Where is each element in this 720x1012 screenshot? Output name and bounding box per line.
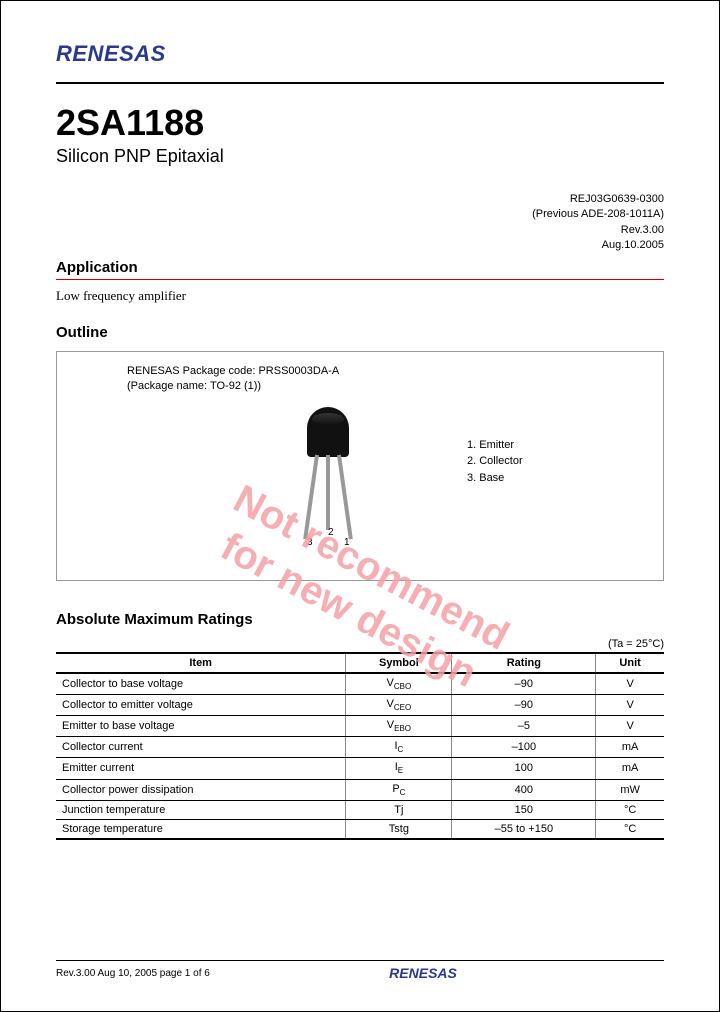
th-unit: Unit [596,653,664,673]
header-rule [56,82,664,84]
cell-rating: –100 [452,737,596,758]
cell-unit: V [596,694,664,715]
th-item: Item [56,653,346,673]
application-text: Low frequency amplifier [56,288,664,304]
datasheet-page: RENESAS 2SA1188 Silicon PNP Epitaxial RE… [0,0,720,1012]
th-rating: Rating [452,653,596,673]
cell-item: Storage temperature [56,819,346,839]
cell-symbol: Tstg [346,819,452,839]
doc-previous: (Previous ADE-208-1011A) [56,207,664,222]
transistor-body-icon [307,407,349,457]
cell-rating: –90 [452,673,596,695]
outline-heading: Outline [56,324,664,341]
cell-rating: –5 [452,715,596,736]
package-name: (Package name: TO-92 (1)) [127,379,663,394]
ratings-table: Item Symbol Rating Unit Collector to bas… [56,652,664,840]
pin-1-label: 1. Emitter [467,437,523,454]
cell-rating: 100 [452,758,596,779]
pin-num-1: 1 [344,537,350,548]
outline-box: RENESAS Package code: PRSS0003DA-A (Pack… [56,351,664,581]
company-logo-bottom: RENESAS [389,965,457,981]
table-row: Collector currentIC–100mA [56,737,664,758]
table-row: Emitter to base voltageVEBO–5V [56,715,664,736]
table-row: Collector to base voltageVCBO–90V [56,673,664,695]
cell-rating: –55 to +150 [452,819,596,839]
pin-legend: 1. Emitter 2. Collector 3. Base [467,437,523,487]
table-row: Emitter currentIE100mA [56,758,664,779]
table-row: Collector power dissipationPC400mW [56,779,664,800]
cell-rating: –90 [452,694,596,715]
cell-unit: V [596,715,664,736]
package-info: RENESAS Package code: PRSS0003DA-A (Pack… [127,364,663,395]
footer-left: Rev.3.00 Aug 10, 2005 page 1 of 6 [56,968,210,979]
document-info: REJ03G0639-0300 (Previous ADE-208-1011A)… [56,192,664,254]
cell-symbol: IE [346,758,452,779]
doc-rev: Rev.3.00 [56,223,664,238]
application-heading: Application [56,259,664,280]
ratings-heading: Absolute Maximum Ratings [56,611,664,628]
pin-3-label: 3. Base [467,470,523,487]
cell-unit: mA [596,737,664,758]
table-row: Storage temperatureTstg–55 to +150°C [56,819,664,839]
cell-rating: 400 [452,779,596,800]
cell-item: Emitter current [56,758,346,779]
cell-item: Collector to base voltage [56,673,346,695]
cell-unit: V [596,673,664,695]
cell-item: Emitter to base voltage [56,715,346,736]
cell-symbol: VCBO [346,673,452,695]
cell-symbol: VCEO [346,694,452,715]
pin-num-2: 2 [328,527,334,538]
doc-date: Aug.10.2005 [56,238,664,253]
cell-unit: mA [596,758,664,779]
part-number: 2SA1188 [56,102,664,144]
footer-right [636,968,664,979]
cell-symbol: VEBO [346,715,452,736]
package-code: RENESAS Package code: PRSS0003DA-A [127,364,663,379]
cell-unit: °C [596,819,664,839]
pin-2-label: 2. Collector [467,453,523,470]
cell-symbol: IC [346,737,452,758]
page-footer: Rev.3.00 Aug 10, 2005 page 1 of 6 RENESA… [56,960,664,981]
cell-item: Collector current [56,737,346,758]
cell-rating: 150 [452,800,596,819]
ratings-tbody: Collector to base voltageVCBO–90VCollect… [56,673,664,839]
table-header-row: Item Symbol Rating Unit [56,653,664,673]
transistor-drawing: 1 2 3 [307,407,349,457]
cell-item: Collector power dissipation [56,779,346,800]
cell-item: Collector to emitter voltage [56,694,346,715]
cell-item: Junction temperature [56,800,346,819]
doc-code: REJ03G0639-0300 [56,192,664,207]
company-logo-top: RENESAS [56,41,664,67]
cell-symbol: Tj [346,800,452,819]
lead-1-icon [337,454,353,539]
cell-symbol: PC [346,779,452,800]
cell-unit: mW [596,779,664,800]
pin-num-3: 3 [307,537,313,548]
th-symbol: Symbol [346,653,452,673]
table-row: Collector to emitter voltageVCEO–90V [56,694,664,715]
lead-2-icon [326,455,330,530]
cell-unit: °C [596,800,664,819]
ta-note: (Ta = 25°C) [56,638,664,650]
lead-3-icon [303,454,319,539]
table-row: Junction temperatureTj150°C [56,800,664,819]
subtitle: Silicon PNP Epitaxial [56,146,664,167]
